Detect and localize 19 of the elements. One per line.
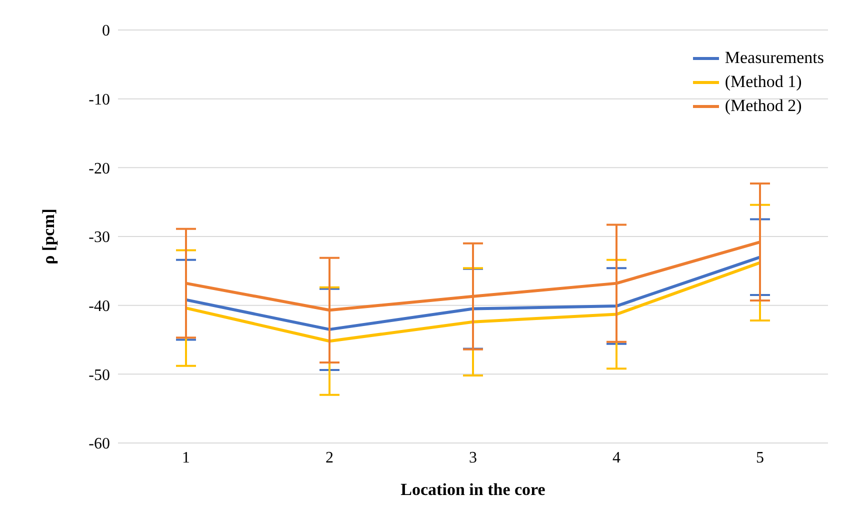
- x-axis-title: Location in the core: [400, 480, 546, 499]
- y-axis-title: ρ [pcm]: [39, 208, 58, 264]
- x-tick-label: 5: [756, 449, 764, 466]
- x-tick-label: 4: [612, 449, 620, 466]
- y-tick-label: -60: [88, 436, 110, 453]
- y-tick-label: -10: [88, 92, 110, 109]
- legend-label: (Method 1): [724, 71, 802, 93]
- y-tick-label: -30: [88, 229, 110, 246]
- legend-label: (Method 2): [724, 95, 802, 117]
- legend-label: Measurements: [724, 47, 824, 69]
- x-tick-label: 2: [326, 449, 334, 466]
- line-series: [184, 261, 762, 343]
- y-tick-label: -50: [88, 366, 110, 384]
- y-tick-label: -20: [88, 160, 110, 178]
- y-tick-label: 0: [102, 22, 110, 40]
- x-tick-label: 1: [182, 449, 190, 466]
- line-series: [184, 256, 762, 331]
- x-tick-label: 3: [469, 449, 477, 466]
- y-tick-label: -40: [88, 298, 110, 316]
